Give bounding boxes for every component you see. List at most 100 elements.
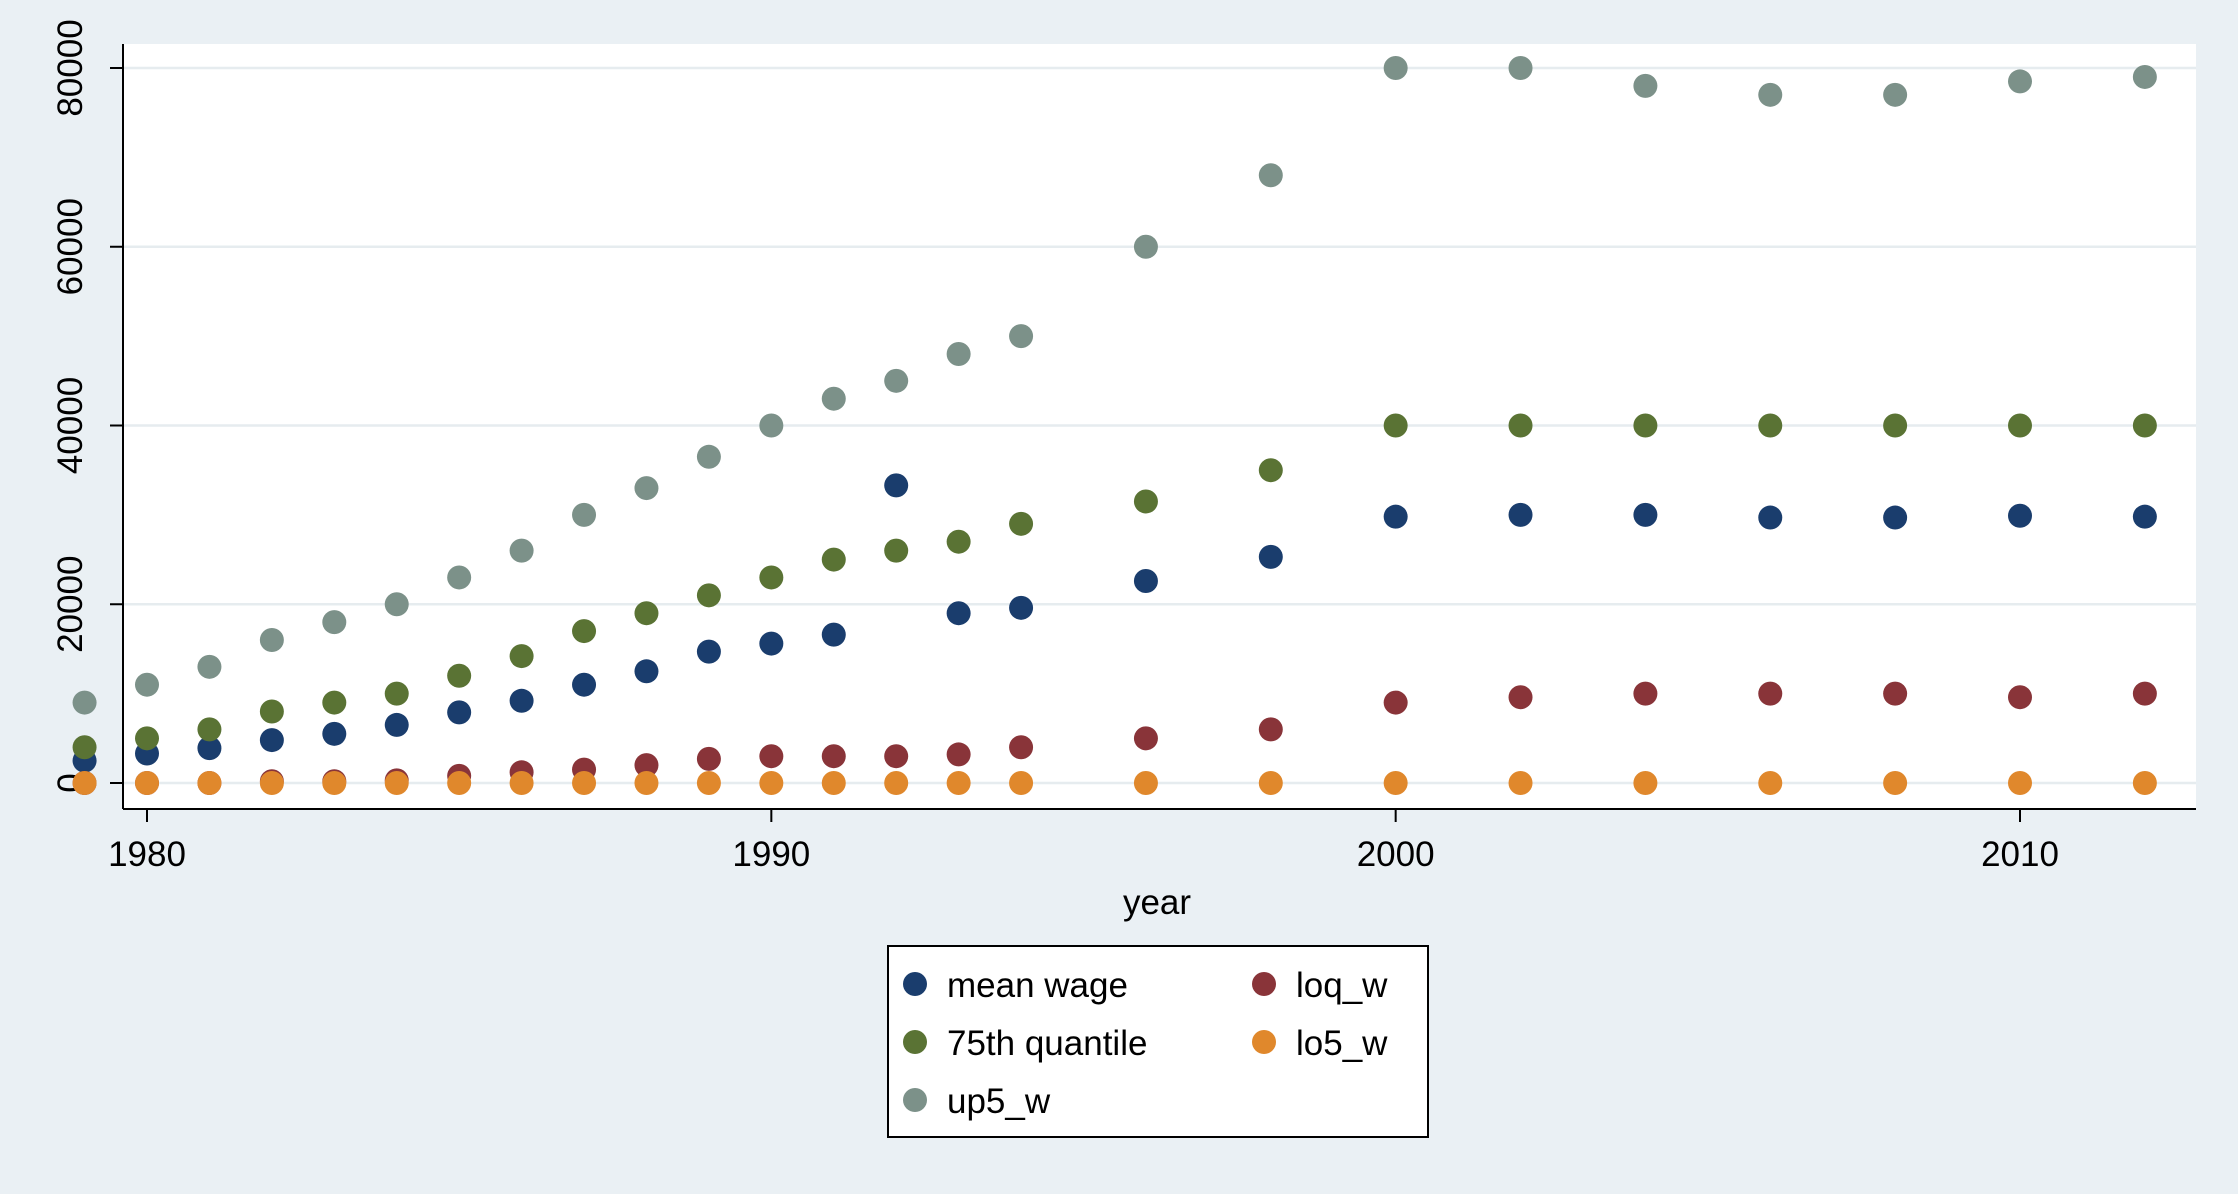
legend-label: loq_w xyxy=(1296,966,1388,1005)
point-lo5-w xyxy=(759,771,784,795)
point-mean-wage xyxy=(696,639,721,664)
point-lo5-w xyxy=(1758,771,1783,795)
point-75th-quantile xyxy=(1508,413,1533,438)
legend-label: lo5_w xyxy=(1296,1024,1388,1063)
data-points xyxy=(72,56,2157,795)
point-mean-wage xyxy=(1633,502,1658,527)
point-up5-w xyxy=(1383,56,1408,80)
legend-label: up5_w xyxy=(947,1082,1051,1121)
axes xyxy=(110,44,2196,822)
legend-marker xyxy=(903,1030,927,1054)
point-up5-w xyxy=(135,672,159,697)
point-75th-quantile xyxy=(1133,489,1158,514)
point-up5-w xyxy=(1633,73,1658,98)
point-mean-wage xyxy=(322,721,347,746)
point-up5-w xyxy=(384,592,409,617)
point-lo5-w xyxy=(821,771,846,795)
x-tick-label: 2000 xyxy=(1357,835,1435,874)
point-lo5-w xyxy=(1633,771,1658,795)
point-lo5-w xyxy=(509,771,534,795)
point-75th-quantile xyxy=(2132,413,2157,438)
point-mean-wage xyxy=(197,736,222,761)
point-75th-quantile xyxy=(1883,413,1908,438)
y-tick-label: 80000 xyxy=(51,19,90,116)
point-lo5-w xyxy=(946,771,971,795)
legend-marker xyxy=(903,972,927,996)
point-loq-w xyxy=(946,742,971,767)
point-lo5-w xyxy=(322,771,347,795)
legend: mean wage loq_w 75th quantile lo5_w up5_w xyxy=(887,945,1429,1138)
point-lo5-w xyxy=(634,771,659,795)
point-mean-wage xyxy=(884,473,909,498)
point-up5-w xyxy=(259,628,284,652)
point-up5-w xyxy=(572,502,597,527)
point-75th-quantile xyxy=(1633,413,1658,438)
point-loq-w xyxy=(2008,685,2032,710)
point-mean-wage xyxy=(572,672,597,697)
legend-marker xyxy=(1252,1030,1276,1054)
point-up5-w xyxy=(1133,234,1158,259)
legend-box xyxy=(887,945,1429,1138)
point-mean-wage xyxy=(259,728,284,753)
legend-marker xyxy=(1252,972,1276,996)
point-lo5-w xyxy=(1883,771,1908,795)
point-up5-w xyxy=(509,538,534,563)
point-75th-quantile xyxy=(197,717,222,742)
point-mean-wage xyxy=(1258,544,1283,569)
point-lo5-w xyxy=(572,771,597,795)
legend-label: mean wage xyxy=(947,966,1128,1005)
point-75th-quantile xyxy=(572,619,597,644)
y-tick-label: 20000 xyxy=(51,556,90,653)
point-up5-w xyxy=(696,444,721,469)
point-mean-wage xyxy=(1508,502,1533,527)
point-up5-w xyxy=(821,386,846,411)
point-loq-w xyxy=(821,744,846,769)
point-mean-wage xyxy=(1758,505,1783,530)
point-loq-w xyxy=(759,744,784,769)
point-up5-w xyxy=(1009,324,1034,349)
point-mean-wage xyxy=(1383,504,1408,529)
point-lo5-w xyxy=(1258,771,1283,795)
point-loq-w xyxy=(2132,681,2157,706)
point-mean-wage xyxy=(1133,569,1158,594)
point-loq-w xyxy=(1633,681,1658,706)
point-loq-w xyxy=(1883,681,1908,706)
point-loq-w xyxy=(634,753,659,778)
x-tick-label: 1980 xyxy=(108,835,186,874)
point-up5-w xyxy=(197,654,222,679)
point-mean-wage xyxy=(946,601,971,626)
point-up5-w xyxy=(1508,56,1533,80)
x-axis-label: year xyxy=(1123,883,1191,922)
point-lo5-w xyxy=(2132,771,2157,795)
point-mean-wage xyxy=(821,622,846,647)
point-lo5-w xyxy=(447,771,472,795)
point-up5-w xyxy=(2008,69,2032,94)
point-75th-quantile xyxy=(509,644,534,669)
point-mean-wage xyxy=(1883,505,1908,530)
point-mean-wage xyxy=(2132,504,2157,529)
point-75th-quantile xyxy=(384,681,409,706)
point-up5-w xyxy=(72,690,97,715)
point-lo5-w xyxy=(259,771,284,795)
y-tick-label: 60000 xyxy=(51,198,90,295)
point-lo5-w xyxy=(384,771,409,795)
point-75th-quantile xyxy=(1383,413,1408,438)
point-75th-quantile xyxy=(447,663,472,688)
point-up5-w xyxy=(946,342,971,366)
point-up5-w xyxy=(1883,82,1908,107)
point-lo5-w xyxy=(197,771,222,795)
point-75th-quantile xyxy=(322,690,347,715)
point-loq-w xyxy=(1383,690,1408,715)
point-mean-wage xyxy=(759,631,784,656)
point-lo5-w xyxy=(2008,771,2032,795)
y-tick-label: 40000 xyxy=(51,377,90,474)
point-75th-quantile xyxy=(135,726,159,751)
point-75th-quantile xyxy=(1758,413,1783,438)
point-lo5-w xyxy=(884,771,909,795)
point-75th-quantile xyxy=(72,735,97,760)
point-up5-w xyxy=(2132,64,2157,89)
point-up5-w xyxy=(322,610,347,635)
x-tick-label: 1990 xyxy=(732,835,810,874)
point-up5-w xyxy=(759,413,784,438)
